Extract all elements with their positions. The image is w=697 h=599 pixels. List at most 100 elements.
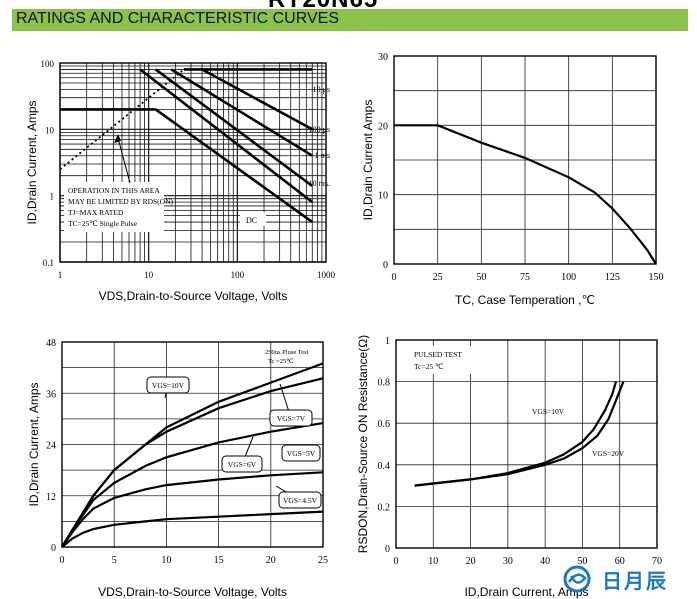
output-series-line bbox=[61, 510, 324, 548]
rdson-y-axis-label: RSDON,Drain-Source ON Resistance(Ω) bbox=[356, 335, 370, 553]
output-series-line bbox=[61, 422, 324, 548]
output-callout-label: VGS=7V bbox=[277, 414, 306, 423]
soa-rds-limit-line bbox=[59, 68, 185, 171]
rdson-y-tick-label: 0.2 bbox=[378, 502, 391, 513]
soa-y-tick-label: 0.1 bbox=[43, 258, 54, 268]
section-title: RATINGS AND CHARACTERISTIC CURVES bbox=[16, 10, 340, 27]
rdson-x-tick-label: 0 bbox=[394, 556, 399, 567]
logo-swirl-icon bbox=[563, 565, 591, 593]
rdson-y-tick-label: 1 bbox=[385, 336, 390, 347]
rdson-series-line bbox=[414, 381, 618, 487]
rdson-series-line bbox=[414, 381, 625, 487]
output-x-tick-label: 20 bbox=[266, 555, 276, 566]
soa-x-tick-label: 100 bbox=[231, 270, 245, 280]
soa-series-line bbox=[60, 108, 314, 224]
output-y-tick-label: 0 bbox=[51, 543, 56, 554]
rdson-x-axis-label: ID,Drain Current, Amps bbox=[464, 585, 588, 599]
soa-curve-label: 1 ms bbox=[315, 151, 330, 160]
rdson-test-note: PULSED TEST bbox=[414, 350, 462, 359]
output-y-tick-label: 48 bbox=[46, 338, 56, 349]
soa-x-axis-label: VDS,Drain-to-Source Voltage, Volts bbox=[99, 289, 288, 303]
rdson-test-note: Tc=25 ℃ bbox=[414, 362, 444, 371]
rdson-y-tick-label: 0.8 bbox=[378, 378, 391, 389]
derating-x-tick-label: 125 bbox=[605, 272, 620, 283]
output-callout-label: VGS=10V bbox=[152, 381, 185, 390]
output-callout-box bbox=[278, 491, 322, 509]
soa-y-tick-label: 10 bbox=[45, 125, 55, 135]
soa-plot-frame bbox=[59, 62, 327, 263]
output-callout-box bbox=[269, 409, 313, 427]
derating-x-tick-label: 75 bbox=[520, 272, 530, 283]
soa-series-line bbox=[170, 68, 313, 157]
soa-curve-label: 10 ms. bbox=[309, 179, 330, 188]
output-y-axis-label: ID,Drain Current, Amps bbox=[27, 382, 41, 506]
soa-curve-label: 100 μs bbox=[309, 125, 330, 134]
output-test-note: Tc =25℃ bbox=[268, 358, 294, 365]
rdson-x-tick-label: 30 bbox=[503, 556, 513, 567]
derating-x-tick-label: 100 bbox=[561, 272, 576, 283]
derating-x-tick-label: 150 bbox=[649, 272, 664, 283]
output-x-axis-label: VDS,Drain-to-Source Voltage, Volts bbox=[98, 585, 287, 599]
soa-note-arrowhead bbox=[114, 134, 121, 143]
derating-x-tick-label: 50 bbox=[476, 272, 486, 283]
soa-y-axis-label: ID,Drain Current, Amps bbox=[25, 100, 39, 224]
soa-note-arrow bbox=[117, 137, 131, 184]
soa-x-tick-label: 1000 bbox=[317, 270, 336, 280]
derating-series-line bbox=[394, 124, 657, 265]
rdson-curve-label: VGS=10V bbox=[532, 407, 565, 416]
output-x-tick-label: 10 bbox=[161, 555, 171, 566]
rdson-x-tick-label: 60 bbox=[615, 556, 625, 567]
soa-curve-label: 10 μs bbox=[313, 85, 330, 94]
soa-y-tick-label: 100 bbox=[41, 59, 55, 69]
soa-note-line: MAY BE LIMITED BY RDS(ON) bbox=[68, 197, 174, 206]
soa-series-line bbox=[201, 68, 313, 131]
soa-note-line: TC=25℃ Single Pulse bbox=[68, 219, 138, 228]
soa-dc-label: DC bbox=[246, 216, 257, 225]
output-callout-box bbox=[221, 455, 263, 473]
output-x-tick-label: 5 bbox=[112, 555, 117, 566]
rdson-x-tick-label: 50 bbox=[577, 556, 587, 567]
output-callout-label: VGS=6V bbox=[228, 460, 257, 469]
soa-note-line: TJ=MAX RATED bbox=[68, 208, 124, 217]
output-callout-label: VGS=4.5V bbox=[283, 496, 318, 505]
output-plot-frame bbox=[61, 341, 324, 548]
derating-plot-frame bbox=[393, 55, 657, 265]
output-series-line bbox=[61, 471, 324, 548]
soa-x-tick-label: 1 bbox=[58, 270, 63, 280]
derating-y-tick-label: 30 bbox=[378, 52, 388, 63]
rdson-y-tick-label: 0.4 bbox=[378, 461, 391, 472]
derating-x-axis-label: TC, Case Temperation ,℃ bbox=[455, 293, 595, 307]
rdson-plot-frame bbox=[395, 339, 658, 549]
section-header-band: RATINGS AND CHARACTERISTIC CURVES bbox=[12, 9, 688, 31]
output-callout-box bbox=[281, 444, 321, 462]
derating-x-tick-label: 25 bbox=[433, 272, 443, 283]
rdson-y-tick-label: 0 bbox=[385, 544, 390, 555]
derating-y-axis-label: ID,Drain Current Amps bbox=[361, 100, 375, 221]
derating-x-tick-label: 0 bbox=[392, 272, 397, 283]
soa-x-tick-label: 10 bbox=[144, 270, 154, 280]
output-y-tick-label: 36 bbox=[46, 389, 56, 400]
output-x-tick-label: 0 bbox=[60, 555, 65, 566]
watermark-logo bbox=[560, 562, 688, 594]
rdson-y-tick-label: 0.6 bbox=[378, 419, 391, 430]
derating-y-tick-label: 20 bbox=[378, 121, 388, 132]
derating-y-tick-label: 10 bbox=[378, 191, 388, 202]
derating-y-tick-label: 0 bbox=[383, 260, 388, 271]
output-test-note: 250us Pluse Test bbox=[265, 349, 309, 356]
soa-y-tick-label: 1 bbox=[50, 192, 55, 202]
rdson-x-tick-label: 70 bbox=[652, 556, 662, 567]
soa-note-bg bbox=[64, 182, 164, 232]
output-y-tick-label: 24 bbox=[46, 441, 56, 452]
rdson-x-tick-label: 10 bbox=[428, 556, 438, 567]
soa-dc-label-bg bbox=[240, 212, 266, 226]
watermark-text: 日月辰 bbox=[602, 569, 668, 593]
output-y-tick-label: 12 bbox=[46, 492, 56, 503]
output-callout-label: VGS=5V bbox=[287, 449, 316, 458]
output-x-tick-label: 15 bbox=[214, 555, 224, 566]
rdson-note-bg bbox=[404, 346, 472, 374]
soa-series-line bbox=[139, 68, 314, 204]
rdson-x-tick-label: 20 bbox=[466, 556, 476, 567]
rdson-x-tick-label: 40 bbox=[540, 556, 550, 567]
output-callout-box bbox=[146, 376, 190, 394]
